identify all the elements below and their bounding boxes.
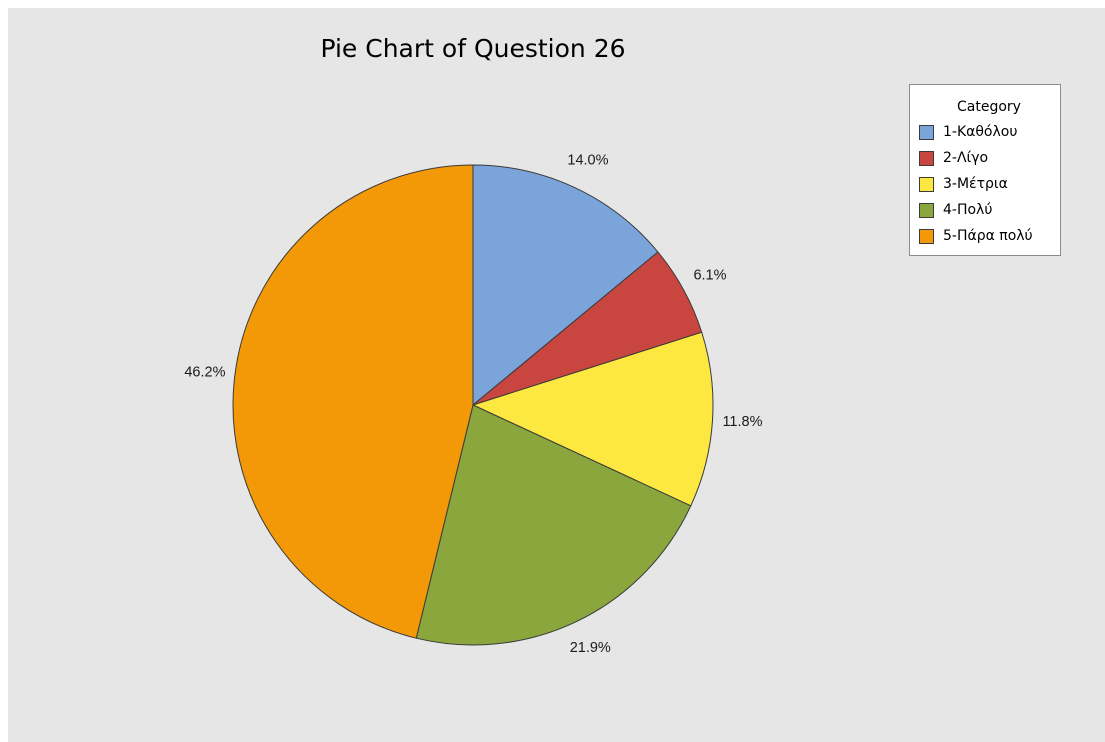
legend-label: 4-Πολύ	[943, 202, 993, 218]
slice-value-label: 14.0%	[567, 153, 608, 169]
legend-item: 1-Καθόλου	[919, 122, 1017, 142]
legend-label: 1-Καθόλου	[943, 124, 1018, 140]
legend-swatch	[919, 202, 934, 218]
legend-swatch	[919, 124, 934, 140]
pie-slice	[232, 164, 474, 639]
slice-value-label: 46.2%	[184, 365, 225, 381]
legend-item: 4-Πολύ	[919, 200, 992, 220]
legend-swatch	[919, 176, 934, 192]
legend-item: 5-Πάρα πολύ	[919, 226, 1033, 246]
pie-slice	[471, 331, 714, 507]
pie-slice	[472, 164, 659, 407]
legend: Category 1-Καθόλου 2-Λίγο 3-Μέτρια 4-Πολ…	[909, 84, 1061, 256]
legend-item: 3-Μέτρια	[919, 174, 1008, 194]
slice-value-label: 6.1%	[693, 267, 726, 283]
slice-value-label: 21.9%	[570, 640, 611, 656]
legend-item: 2-Λίγο	[919, 148, 988, 168]
pie-slice	[415, 404, 692, 646]
slice-value-label: 11.8%	[722, 414, 762, 430]
chart-title: Pie Chart of Question 26	[320, 34, 626, 63]
legend-swatch	[919, 228, 934, 244]
legend-label: 3-Μέτρια	[943, 176, 1008, 192]
legend-label: 2-Λίγο	[943, 150, 989, 166]
legend-title: Category	[957, 99, 1021, 115]
legend-swatch	[919, 150, 934, 166]
legend-label: 5-Πάρα πολύ	[943, 228, 1033, 244]
